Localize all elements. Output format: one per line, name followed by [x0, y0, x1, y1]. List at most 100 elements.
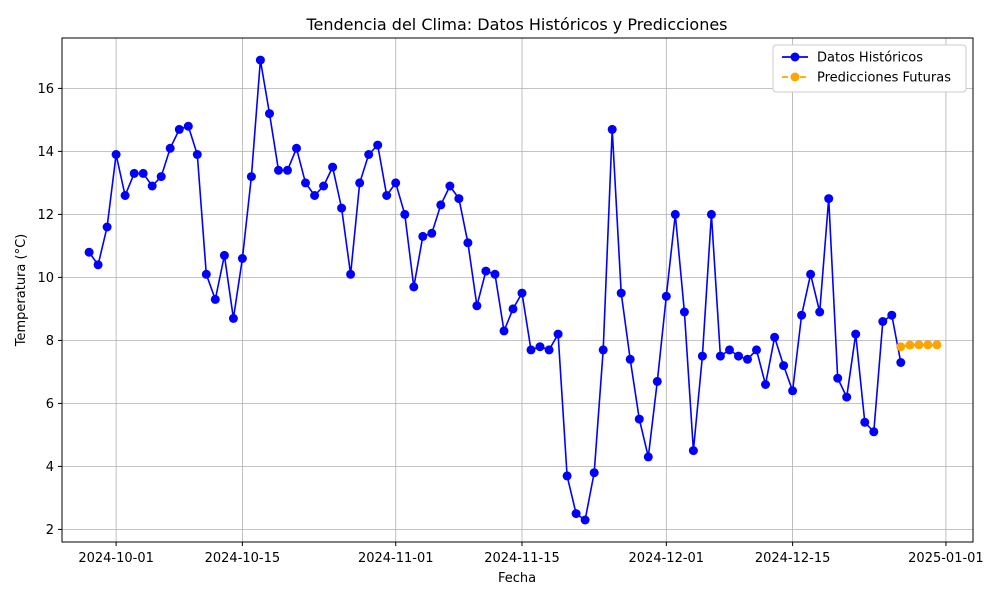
data-point — [752, 345, 761, 355]
x-tick-label: 2024-12-15 — [755, 551, 831, 566]
data-point — [526, 345, 536, 355]
x-tick-label: 2024-10-01 — [78, 551, 154, 566]
y-tick-label: 2 — [46, 523, 54, 538]
data-point — [706, 209, 716, 219]
data-point — [265, 109, 274, 119]
data-point — [228, 313, 238, 323]
data-point — [878, 317, 888, 326]
data-point — [842, 392, 852, 402]
y-tick-label: 12 — [37, 208, 54, 223]
data-point — [661, 291, 671, 301]
data-point — [824, 194, 834, 204]
data-point — [301, 178, 310, 188]
data-point — [589, 468, 599, 478]
data-point — [274, 165, 283, 175]
series-layer — [84, 55, 942, 525]
data-point — [481, 266, 491, 276]
data-point — [715, 351, 725, 361]
data-point — [138, 168, 148, 178]
data-point — [788, 386, 798, 396]
x-tick-label: 2024-11-01 — [358, 551, 434, 566]
data-point — [409, 282, 419, 292]
data-point — [544, 345, 554, 355]
data-point — [562, 471, 572, 481]
data-point — [580, 515, 590, 525]
plot-frame — [61, 37, 974, 543]
data-point — [283, 165, 292, 175]
chart-title: Tendencia del Clima: Datos Históricos y … — [305, 15, 727, 34]
data-point — [102, 222, 112, 232]
data-point — [129, 168, 139, 178]
series-1 — [896, 340, 942, 352]
data-point — [201, 269, 211, 279]
data-point — [743, 354, 752, 364]
data-point — [445, 181, 455, 191]
data-point — [346, 269, 356, 279]
data-point — [806, 269, 816, 279]
data-point — [84, 247, 94, 257]
data-point — [255, 55, 265, 65]
data-point — [292, 143, 301, 153]
data-point — [237, 254, 247, 263]
data-point — [373, 140, 383, 150]
y-tick-label: 4 — [46, 460, 54, 475]
data-point — [427, 228, 437, 238]
data-point — [697, 351, 707, 361]
x-axis-label: Fecha — [498, 571, 536, 586]
data-point — [391, 178, 401, 188]
data-point — [490, 269, 500, 279]
legend-marker-forecast — [790, 72, 800, 82]
series-0 — [84, 55, 906, 525]
y-tick-label: 6 — [46, 397, 54, 412]
y-axis-label: Temperatura (°C) — [14, 234, 29, 347]
data-point — [156, 172, 166, 182]
data-point — [923, 340, 933, 350]
data-point — [111, 150, 121, 159]
data-point — [535, 342, 545, 352]
data-point — [896, 358, 906, 367]
legend-marker-historical — [790, 52, 800, 62]
data-point — [219, 250, 229, 260]
data-point — [400, 209, 410, 219]
data-point — [815, 307, 825, 317]
data-point — [310, 191, 320, 200]
data-point — [553, 329, 563, 339]
data-point — [382, 191, 392, 200]
legend-label-historical: Datos Históricos — [817, 51, 923, 66]
data-point — [616, 288, 626, 298]
data-point — [652, 376, 662, 386]
y-tick-label: 14 — [37, 145, 54, 160]
data-point — [869, 427, 879, 437]
data-point — [364, 150, 374, 159]
data-point — [598, 345, 608, 355]
data-point — [165, 143, 175, 153]
data-point — [418, 231, 428, 241]
data-point — [905, 340, 915, 350]
y-tick-label: 8 — [46, 334, 54, 349]
y-axis: 2 4 6 8 10 12 14 16 — [37, 82, 62, 538]
data-point — [851, 329, 861, 339]
data-point — [932, 340, 942, 350]
data-point — [914, 340, 924, 350]
legend-box — [772, 44, 967, 93]
data-point — [517, 288, 527, 298]
data-point — [93, 260, 103, 270]
grid — [62, 38, 973, 542]
x-tick-label: 2024-10-15 — [205, 551, 281, 566]
data-point — [833, 373, 843, 383]
data-point — [670, 209, 680, 219]
data-point — [625, 354, 635, 364]
legend: Datos Históricos Predicciones Futuras — [772, 44, 967, 93]
y-tick-label: 16 — [37, 82, 54, 97]
data-point — [147, 181, 157, 191]
data-point — [337, 203, 347, 213]
y-tick-label: 10 — [37, 271, 54, 286]
legend-label-forecast: Predicciones Futuras — [817, 71, 951, 86]
data-point — [436, 200, 446, 210]
x-axis: 2024-10-01 2024-10-15 2024-11-01 2024-11-15… — [78, 542, 984, 566]
data-point — [779, 361, 789, 371]
data-point — [643, 452, 653, 462]
data-point — [508, 304, 518, 314]
data-point — [319, 181, 329, 191]
